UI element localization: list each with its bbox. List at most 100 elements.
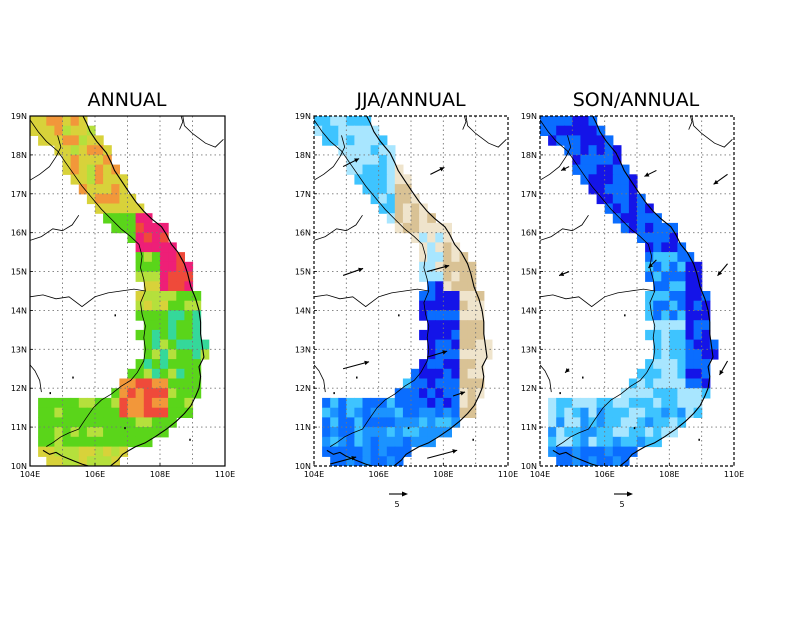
grid-cell bbox=[427, 397, 436, 409]
grid-cell bbox=[701, 339, 711, 350]
grid-cell bbox=[443, 397, 452, 409]
grid-cell bbox=[443, 242, 452, 253]
grid-cell bbox=[103, 154, 112, 166]
grid-cell bbox=[192, 320, 202, 331]
grid-cell bbox=[135, 359, 145, 370]
y-tick-label: 19N bbox=[295, 112, 311, 121]
grid-cell bbox=[467, 349, 477, 360]
grid-cell bbox=[427, 281, 436, 292]
grid-cell bbox=[95, 174, 104, 185]
grid-cell bbox=[556, 427, 565, 438]
grid-cell bbox=[661, 329, 670, 341]
grid-cell bbox=[580, 116, 590, 127]
grid-cell bbox=[151, 271, 161, 282]
grid-cell bbox=[111, 436, 120, 448]
grid-cell bbox=[443, 378, 452, 389]
grid-cell bbox=[394, 213, 404, 224]
grid-cell bbox=[637, 427, 646, 438]
grid-cell bbox=[176, 271, 185, 282]
grid-cell bbox=[685, 281, 695, 292]
grid-cell bbox=[419, 329, 428, 341]
grid-cell bbox=[612, 407, 622, 418]
island-mark bbox=[124, 427, 126, 430]
grid-cell bbox=[378, 397, 388, 409]
grid-cell bbox=[596, 397, 606, 409]
grid-cell bbox=[402, 436, 412, 448]
grid-cell bbox=[95, 446, 104, 457]
grid-cell bbox=[176, 329, 185, 341]
grid-cell bbox=[435, 368, 444, 380]
grid-cell bbox=[693, 329, 703, 341]
grid-cell bbox=[160, 397, 169, 409]
y-tick-label: 11N bbox=[521, 423, 537, 432]
wind-vector-head bbox=[439, 167, 445, 172]
coastline-segment bbox=[314, 288, 429, 308]
grid-cell bbox=[151, 291, 161, 302]
ratio-field-son bbox=[540, 116, 719, 466]
grid-cell bbox=[354, 135, 364, 146]
x-tick-label: 106E bbox=[85, 470, 105, 479]
grid-cell bbox=[46, 456, 55, 466]
grid-cell bbox=[459, 300, 469, 311]
grid-cell bbox=[386, 427, 396, 438]
grid-cell bbox=[322, 427, 331, 438]
grid-cell bbox=[135, 378, 145, 389]
grid-cell bbox=[378, 184, 388, 195]
grid-cell bbox=[70, 417, 80, 428]
grid-cell bbox=[645, 436, 654, 448]
grid-cell bbox=[637, 213, 646, 224]
grid-cell bbox=[143, 281, 153, 292]
grid-cell bbox=[620, 397, 630, 409]
grid-cell bbox=[119, 407, 129, 418]
grid-cell bbox=[459, 368, 469, 380]
grid-cell bbox=[168, 378, 177, 389]
panel-frame-annual bbox=[29, 115, 226, 467]
grid-cell bbox=[427, 242, 436, 253]
grid-cell bbox=[143, 417, 153, 428]
grid-cell bbox=[411, 213, 420, 224]
grid-cell bbox=[184, 291, 194, 302]
grid-cell bbox=[86, 407, 96, 418]
coastline-segment bbox=[314, 214, 363, 241]
grid-cell bbox=[184, 329, 194, 341]
grid-cell bbox=[127, 203, 137, 214]
grid-cell bbox=[135, 388, 145, 399]
grid-cell bbox=[604, 154, 614, 166]
grid-cell bbox=[435, 261, 444, 273]
grid-cell bbox=[127, 368, 137, 380]
grid-cell bbox=[111, 388, 120, 399]
grid-cell bbox=[127, 378, 137, 389]
grid-cell bbox=[184, 378, 194, 389]
grid-cell bbox=[443, 349, 452, 360]
panel-annual: ANNUAL 10N 11N 12N 13N 14N 15N 16N 17N 18N 19N 104… bbox=[11, 89, 235, 479]
coastline-segment bbox=[30, 364, 42, 393]
panel-title-annual: ANNUAL bbox=[88, 89, 167, 111]
grid-cell bbox=[467, 310, 477, 321]
island-mark bbox=[398, 314, 400, 317]
grid-cell bbox=[192, 300, 202, 311]
grid-cell bbox=[70, 407, 80, 418]
grid-cell bbox=[556, 116, 565, 127]
grid-cell bbox=[362, 436, 372, 448]
grid-cell bbox=[151, 320, 161, 331]
grid-cell bbox=[394, 164, 404, 175]
grid-cell bbox=[443, 291, 452, 302]
grid-cell bbox=[143, 232, 153, 243]
grid-cell bbox=[620, 213, 630, 224]
y-tick-label: 16N bbox=[11, 229, 27, 238]
grid-cell bbox=[151, 378, 161, 389]
y-tick-label: 17N bbox=[521, 190, 537, 199]
grid-cell bbox=[620, 203, 630, 214]
grid-cell bbox=[548, 116, 557, 127]
grid-cell bbox=[362, 397, 372, 409]
grid-cell bbox=[709, 339, 719, 350]
grid-cell bbox=[572, 116, 581, 127]
grid-cell bbox=[443, 261, 452, 273]
grid-cell bbox=[653, 300, 662, 311]
grid-cell bbox=[677, 359, 687, 370]
grid-cell bbox=[685, 388, 695, 399]
grid-cell bbox=[62, 397, 72, 409]
grid-cell bbox=[677, 271, 687, 282]
grid-cell bbox=[378, 446, 388, 457]
grid-cell bbox=[580, 174, 590, 185]
